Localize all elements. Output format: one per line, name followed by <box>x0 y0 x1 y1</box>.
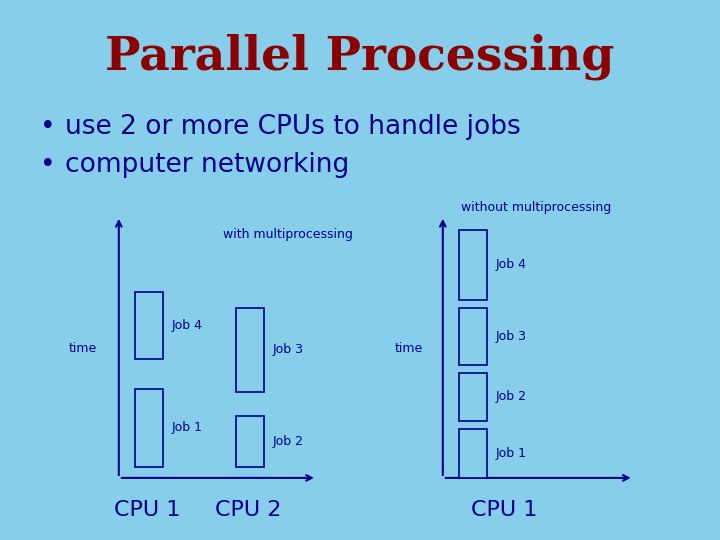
Text: time: time <box>395 342 423 355</box>
Text: Job 3: Job 3 <box>272 343 303 356</box>
Text: Job 3: Job 3 <box>495 329 526 343</box>
Text: •: • <box>40 114 55 140</box>
Bar <box>135 389 163 467</box>
Bar <box>459 373 487 421</box>
Text: Job 2: Job 2 <box>272 435 303 448</box>
Text: Job 1: Job 1 <box>495 447 526 460</box>
Text: CPU 2: CPU 2 <box>215 500 282 521</box>
Text: CPU 1: CPU 1 <box>114 500 181 521</box>
Bar <box>236 416 264 467</box>
Text: Job 2: Job 2 <box>495 390 526 403</box>
Text: use 2 or more CPUs to handle jobs: use 2 or more CPUs to handle jobs <box>65 114 521 140</box>
Text: computer networking: computer networking <box>65 152 349 178</box>
Text: •: • <box>40 152 55 178</box>
Bar <box>135 292 163 359</box>
Text: Job 4: Job 4 <box>495 258 526 271</box>
Text: CPU 1: CPU 1 <box>471 500 537 521</box>
Text: time: time <box>68 342 97 355</box>
Bar <box>459 230 487 300</box>
Text: without multiprocessing: without multiprocessing <box>462 201 611 214</box>
Bar <box>459 308 487 364</box>
Text: with multiprocessing: with multiprocessing <box>223 228 353 241</box>
Text: Job 4: Job 4 <box>171 319 202 332</box>
Bar <box>459 429 487 478</box>
Text: Parallel Processing: Parallel Processing <box>105 33 615 80</box>
Text: Job 1: Job 1 <box>171 421 202 435</box>
Bar <box>236 308 264 392</box>
